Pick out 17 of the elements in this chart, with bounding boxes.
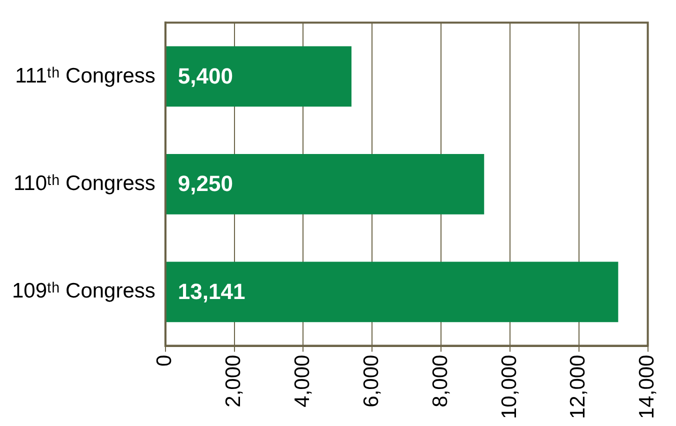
y-tick-label: 110ᵗʰ Congress — [14, 172, 156, 195]
x-tick-label: 4,000 — [291, 354, 314, 408]
data-label: 9,250 — [178, 171, 233, 196]
x-tick-label: 10,000 — [498, 354, 521, 420]
x-tick-label: 2,000 — [222, 354, 246, 408]
x-tick-label: 12,000 — [566, 354, 590, 420]
bar — [166, 262, 618, 322]
y-tick-label: 109ᵗʰ Congress — [12, 280, 156, 303]
bar — [166, 154, 484, 214]
x-tick-label: 8,000 — [428, 354, 452, 408]
data-label: 5,400 — [178, 64, 233, 89]
x-tick-label: 0 — [153, 354, 176, 366]
bar — [166, 46, 352, 107]
x-tick-label: 14,000 — [636, 354, 659, 420]
x-tick-label: 6,000 — [360, 354, 383, 408]
data-label: 13,141 — [178, 278, 246, 304]
y-tick-label: 111ᵗʰ Congress — [15, 64, 156, 88]
